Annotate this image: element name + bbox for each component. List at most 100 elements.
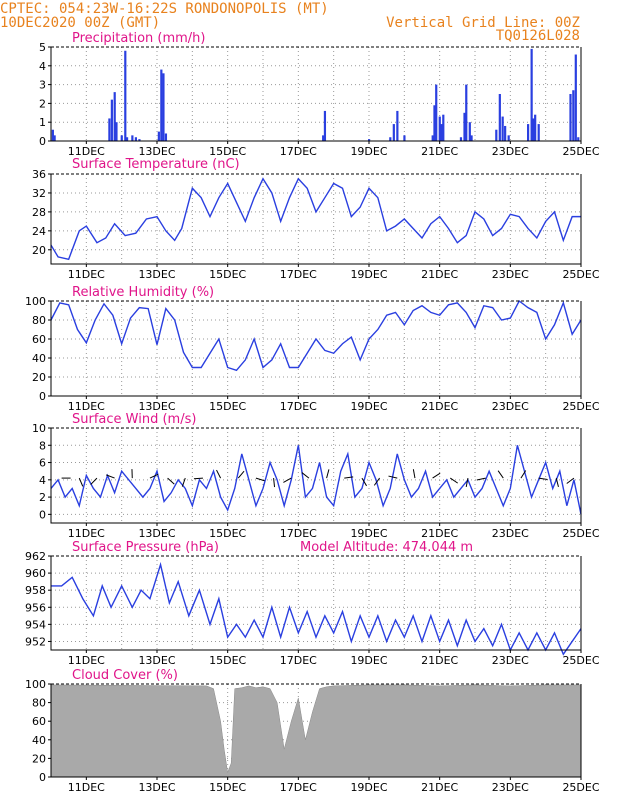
panel-3: 0 20 40 60 80 100 11DEC 13DEC 15DEC 17DEC 19DEC 21D… — [25, 285, 600, 413]
frame — [50, 684, 582, 778]
panel-title: Precipitation (mm/h) — [72, 31, 205, 46]
precip-bar — [108, 118, 111, 141]
x-tick-label: 23DEC — [492, 268, 529, 281]
y-tick-label: 962 — [25, 550, 46, 563]
wind-arrow — [301, 472, 310, 479]
x-tick-label: 13DEC — [138, 268, 175, 281]
wind-arrow — [361, 477, 367, 487]
precip-bar — [470, 135, 473, 141]
panel-title: Surface Wind (m/s) — [72, 412, 196, 427]
y-tick-label: 958 — [25, 584, 46, 597]
x-tick-label: 13DEC — [138, 145, 175, 158]
wind-arrow — [167, 477, 175, 485]
panel-1: 0 1 2 3 4 5 11DEC 13DEC 15DEC 17DEC 19DEC 21DEC 23DE… — [39, 31, 600, 158]
x-tick-label: 25DEC — [562, 145, 599, 158]
precip-bar — [431, 135, 434, 141]
x-tick-label: 21DEC — [421, 268, 458, 281]
y-tick-label: 0 — [39, 135, 46, 148]
x-tick-label: 23DEC — [492, 400, 529, 413]
y-tick-label: 20 — [32, 371, 46, 384]
precip-bar — [507, 135, 510, 141]
x-tick-label: 11DEC — [68, 781, 105, 794]
y-tick-label: 100 — [25, 678, 46, 691]
x-tick-label: 19DEC — [350, 268, 387, 281]
wind-arrow — [449, 477, 459, 484]
x-tick-label: 13DEC — [138, 527, 175, 540]
x-tick-label: 25DEC — [562, 268, 599, 281]
x-tick-label: 25DEC — [562, 654, 599, 667]
x-tick-label: 23DEC — [492, 654, 529, 667]
y-tick-label: 60 — [32, 715, 46, 728]
precip-bar — [368, 139, 371, 141]
precip-bar — [534, 114, 537, 141]
x-tick-label: 21DEC — [421, 527, 458, 540]
precip-bar — [532, 118, 535, 141]
x-tick-label: 23DEC — [492, 527, 529, 540]
wind-arrow — [555, 477, 559, 487]
x-tick-label: 19DEC — [350, 400, 387, 413]
precip-bar — [498, 94, 501, 141]
y-tick-label: 24 — [32, 225, 46, 238]
wind-arrow — [432, 472, 441, 479]
x-tick-label: 11DEC — [68, 527, 105, 540]
wind-arrow — [373, 477, 381, 486]
y-tick-label: 20 — [32, 244, 46, 257]
y-tick-label: 3 — [39, 79, 46, 92]
precip-bar — [465, 84, 468, 141]
x-tick-label: 19DEC — [350, 654, 387, 667]
precip-bar — [53, 135, 56, 141]
wind-arrow — [106, 474, 115, 479]
x-tick-label: 19DEC — [350, 145, 387, 158]
panel-title: Relative Humidity (%) — [72, 285, 214, 300]
y-tick-label: 28 — [32, 206, 46, 219]
x-tick-label: 15DEC — [209, 654, 246, 667]
panel-6: 0 20 40 60 80 100 11DEC 13DEC 15DEC 17DEC 19DEC 21D… — [25, 668, 600, 794]
x-tick-label: 17DEC — [280, 527, 317, 540]
wind-arrow — [388, 475, 398, 479]
series-line — [50, 445, 582, 515]
x-tick-label: 19DEC — [350, 781, 387, 794]
header-model: TQ0126L028 — [496, 28, 580, 44]
wind-arrow — [216, 469, 222, 479]
precip-bar — [438, 116, 441, 141]
precip-bar — [501, 116, 504, 141]
precip-bar — [134, 137, 137, 141]
panel-4: 0 2 4 6 8 10 11DEC 13DEC 15DEC 17DEC 19DEC 21DEC 23D… — [32, 412, 600, 540]
model-altitude: Model Altitude: 474.044 m — [300, 540, 473, 555]
precip-bar — [162, 73, 165, 141]
y-tick-label: 2 — [39, 491, 46, 504]
x-tick-label: 11DEC — [68, 145, 105, 158]
x-tick-label: 21DEC — [421, 145, 458, 158]
y-tick-label: 10 — [32, 422, 46, 435]
precip-bar — [442, 114, 445, 141]
x-tick-label: 17DEC — [280, 654, 317, 667]
wind-arrow — [237, 470, 245, 479]
precip-bar — [440, 124, 443, 141]
precip-bar — [527, 124, 530, 141]
y-tick-label: 954 — [25, 618, 46, 631]
frame — [50, 556, 582, 651]
wind-arrow — [149, 473, 159, 479]
panel-2: 20 24 28 32 36 11DEC 13DEC 15DEC 17DEC 19DEC 21DEC… — [32, 157, 600, 281]
y-tick-label: 4 — [39, 474, 46, 487]
wind-arrow — [273, 478, 276, 488]
x-tick-label: 11DEC — [68, 400, 105, 413]
x-tick-label: 25DEC — [562, 527, 599, 540]
header-location: CPTEC: 054:23W-16:22S RONDONOPOLIS (MT) — [0, 1, 329, 17]
precip-bar — [113, 92, 116, 141]
precip-bar — [577, 137, 580, 141]
precip-bar — [164, 133, 168, 141]
y-tick-label: 20 — [32, 752, 46, 765]
x-tick-label: 11DEC — [68, 268, 105, 281]
x-tick-label: 21DEC — [421, 781, 458, 794]
frame — [50, 428, 582, 524]
precip-bar — [115, 122, 118, 141]
x-tick-label: 19DEC — [350, 527, 387, 540]
precip-bar — [433, 105, 436, 141]
x-tick-label: 15DEC — [209, 527, 246, 540]
x-tick-label: 17DEC — [280, 781, 317, 794]
y-tick-label: 40 — [32, 734, 46, 747]
x-tick-label: 23DEC — [492, 781, 529, 794]
wind-arrow — [497, 470, 504, 479]
